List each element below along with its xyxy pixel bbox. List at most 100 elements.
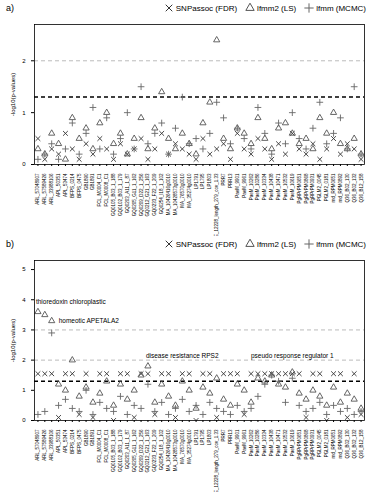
- svg-text:NODE_12228_length_279_cov_1.33: NODE_12228_length_279_cov_1.33: [214, 429, 219, 492]
- svg-text:2: 2: [22, 58, 26, 64]
- svg-text:GB1890: GB1890: [84, 429, 89, 446]
- svg-text:PgRPrPM0651: PgRPrPM0651: [297, 173, 302, 204]
- svg-text:PGLM2_0045: PGLM2_0045: [317, 173, 322, 201]
- svg-text:MA_35274g0010: MA_35274g0010: [187, 173, 192, 208]
- svg-text:1: 1: [22, 387, 26, 393]
- svg-text:PaeM_9961: PaeM_9961: [242, 429, 247, 454]
- svg-text:PaeM_10286: PaeM_10286: [255, 429, 260, 456]
- svg-text:GQ0102_B03_1_179: GQ0102_B03_1_179: [118, 429, 123, 472]
- svg-text:-log10(p-values): -log10(p-values): [10, 319, 16, 362]
- svg-text:thioredoxin chloroplastic: thioredoxin chloroplastic: [36, 298, 106, 306]
- svg-text:GB1891: GB1891: [90, 429, 95, 446]
- svg-text:FCL_M0008_C1: FCL_M0008_C1: [104, 429, 109, 463]
- svg-text:GQ0102_B03_1_179: GQ0102_B03_1_179: [118, 173, 123, 216]
- svg-text:PgRPrPM0931: PgRPrPM0931: [310, 429, 315, 460]
- svg-text:APL_50351: APL_50351: [56, 429, 61, 453]
- svg-text:GB1891: GB1891: [90, 173, 95, 190]
- svg-text:GQ0205_G11_1_162: GQ0205_G11_1_162: [132, 429, 137, 472]
- svg-text:LP1791: LP1791: [194, 173, 199, 189]
- svg-text:NODE_12228_length_279_cov_1.33: NODE_12228_length_279_cov_1.33: [214, 173, 219, 236]
- svg-text:PgRPrPM0868: PgRPrPM0868: [304, 173, 309, 204]
- svg-text:Q36_B02_132: Q36_B02_132: [352, 173, 357, 203]
- svg-text:PaeM_10532: PaeM_10532: [283, 173, 288, 200]
- svg-text:PgRPrPM0868: PgRPrPM0868: [304, 429, 309, 460]
- svg-text:GQ0203_A11_1_87: GQ0203_A11_1_87: [125, 173, 130, 213]
- svg-text:BFPS_0475: BFPS_0475: [77, 429, 82, 454]
- svg-text:5: 5: [22, 266, 26, 272]
- svg-text:PaeM_10286: PaeM_10286: [255, 173, 260, 200]
- svg-text:BFPS_0214: BFPS_0214: [70, 429, 75, 454]
- svg-text:PaeM_10532: PaeM_10532: [283, 429, 288, 456]
- svg-text:PgRPrPM0651: PgRPrPM0651: [297, 429, 302, 460]
- svg-text:GQ0105_B03_1_188: GQ0105_B03_1_188: [111, 173, 116, 216]
- svg-text:4: 4: [22, 297, 26, 303]
- svg-text:Q36_B02_130: Q36_B02_130: [345, 173, 350, 203]
- svg-text:MA_10426416g0010: MA_10426416g0010: [166, 429, 171, 471]
- svg-text:GQ0212_G21_1_163: GQ0212_G21_1_163: [145, 429, 150, 473]
- svg-text:PaeM_9901: PaeM_9901: [235, 173, 240, 198]
- svg-text:disease resistance RPS2: disease resistance RPS2: [146, 352, 219, 359]
- svg-text:1: 1: [22, 110, 26, 116]
- svg-text:GQ0209_D22_1_256: GQ0209_D22_1_256: [139, 429, 144, 472]
- svg-text:PaeM_10334: PaeM_10334: [262, 429, 267, 456]
- svg-text:homeotic APETALA2: homeotic APETALA2: [59, 317, 120, 324]
- svg-text:GQ0254_I18_1_102: GQ0254_I18_1_102: [159, 173, 164, 214]
- svg-text:Q36_B12_158: Q36_B12_158: [359, 173, 364, 203]
- svg-text:0: 0: [22, 417, 26, 423]
- svg-text:GQ0254_I18_1_102: GQ0254_I18_1_102: [159, 429, 164, 470]
- svg-text:GB1890: GB1890: [84, 173, 89, 190]
- svg-text:PaeM_10262: PaeM_10262: [249, 429, 254, 456]
- svg-text:MA_35274g0010: MA_35274g0010: [187, 429, 192, 464]
- svg-text:APL_50351: APL_50351: [56, 173, 61, 197]
- svg-text:PaeM_9901: PaeM_9901: [235, 429, 240, 454]
- svg-text:GQ0233_F22_1_209: GQ0233_F22_1_209: [152, 173, 157, 216]
- svg-text:2: 2: [22, 357, 26, 363]
- svg-text:rnd_RPM0892: rnd_RPM0892: [338, 173, 343, 203]
- svg-text:-log10(p-values): -log10(p-values): [10, 73, 16, 116]
- svg-text:MA_10426416g0010: MA_10426416g0010: [166, 173, 171, 215]
- svg-text:APL_53474: APL_53474: [63, 429, 68, 453]
- svg-text:PRR13: PRR13: [228, 429, 233, 444]
- svg-text:Q36_B02_130: Q36_B02_130: [345, 429, 350, 459]
- svg-text:MA_76570g0010: MA_76570g0010: [180, 429, 185, 464]
- svg-text:rnd_RPM0651: rnd_RPM0651: [331, 173, 336, 203]
- svg-text:PgRPrPM0931: PgRPrPM0931: [310, 173, 315, 204]
- svg-text:PaeM_10438: PaeM_10438: [269, 429, 274, 456]
- svg-text:LP1795: LP1795: [200, 173, 205, 189]
- svg-text:rnd_RPM0892: rnd_RPM0892: [338, 429, 343, 459]
- svg-text:GQ0205_G11_1_162: GQ0205_G11_1_162: [132, 173, 137, 216]
- svg-text:LP1803: LP1803: [207, 429, 212, 445]
- svg-text:BFPS_0475: BFPS_0475: [77, 173, 82, 198]
- svg-text:PaeM_10334: PaeM_10334: [262, 173, 267, 200]
- svg-text:PaeM_10619: PaeM_10619: [290, 429, 295, 456]
- svg-text:GQ0105_B03_1_188: GQ0105_B03_1_188: [111, 429, 116, 472]
- svg-text:0: 0: [22, 161, 26, 167]
- svg-text:GQ0233_F22_1_209: GQ0233_F22_1_209: [152, 429, 157, 472]
- svg-text:ARL_57048907: ARL_57048907: [35, 173, 40, 205]
- svg-text:ARL_33988106: ARL_33988106: [49, 429, 54, 461]
- svg-text:ARL_57589426: ARL_57589426: [42, 429, 47, 461]
- svg-text:PGLM2_0181: PGLM2_0181: [324, 173, 329, 201]
- svg-text:PaeM_10619: PaeM_10619: [290, 173, 295, 200]
- svg-text:GQ0203_A11_1_87: GQ0203_A11_1_87: [125, 429, 130, 469]
- svg-text:ARL_33988106: ARL_33988106: [49, 173, 54, 205]
- svg-text:pseudo response regulator 1: pseudo response regulator 1: [251, 352, 334, 360]
- svg-text:Q36_B12_158: Q36_B12_158: [359, 429, 364, 459]
- svg-text:PaeM_10262: PaeM_10262: [249, 173, 254, 200]
- svg-text:BFPS_0214: BFPS_0214: [70, 173, 75, 198]
- svg-text:PRR13: PRR13: [228, 173, 233, 188]
- svg-text:PaeM_10471: PaeM_10471: [276, 173, 281, 200]
- svg-text:PGLM2_0045: PGLM2_0045: [317, 429, 322, 457]
- svg-text:LP1803: LP1803: [207, 173, 212, 189]
- svg-text:MA_10428573g0010: MA_10428573g0010: [173, 173, 178, 215]
- svg-text:rnd_RPM0651: rnd_RPM0651: [331, 429, 336, 459]
- svg-text:PaeM_10471: PaeM_10471: [276, 429, 281, 456]
- svg-text:PRR7: PRR7: [221, 173, 226, 186]
- svg-text:LP1795: LP1795: [200, 429, 205, 445]
- svg-text:APL_53474: APL_53474: [63, 173, 68, 197]
- svg-text:GQ0209_D22_1_256: GQ0209_D22_1_256: [139, 173, 144, 216]
- svg-text:FCL_M0004_C1: FCL_M0004_C1: [97, 429, 102, 463]
- svg-text:GQ0212_G21_1_163: GQ0212_G21_1_163: [145, 173, 150, 217]
- svg-text:PaeM_9961: PaeM_9961: [242, 173, 247, 198]
- svg-text:PGLM2_0181: PGLM2_0181: [324, 429, 329, 457]
